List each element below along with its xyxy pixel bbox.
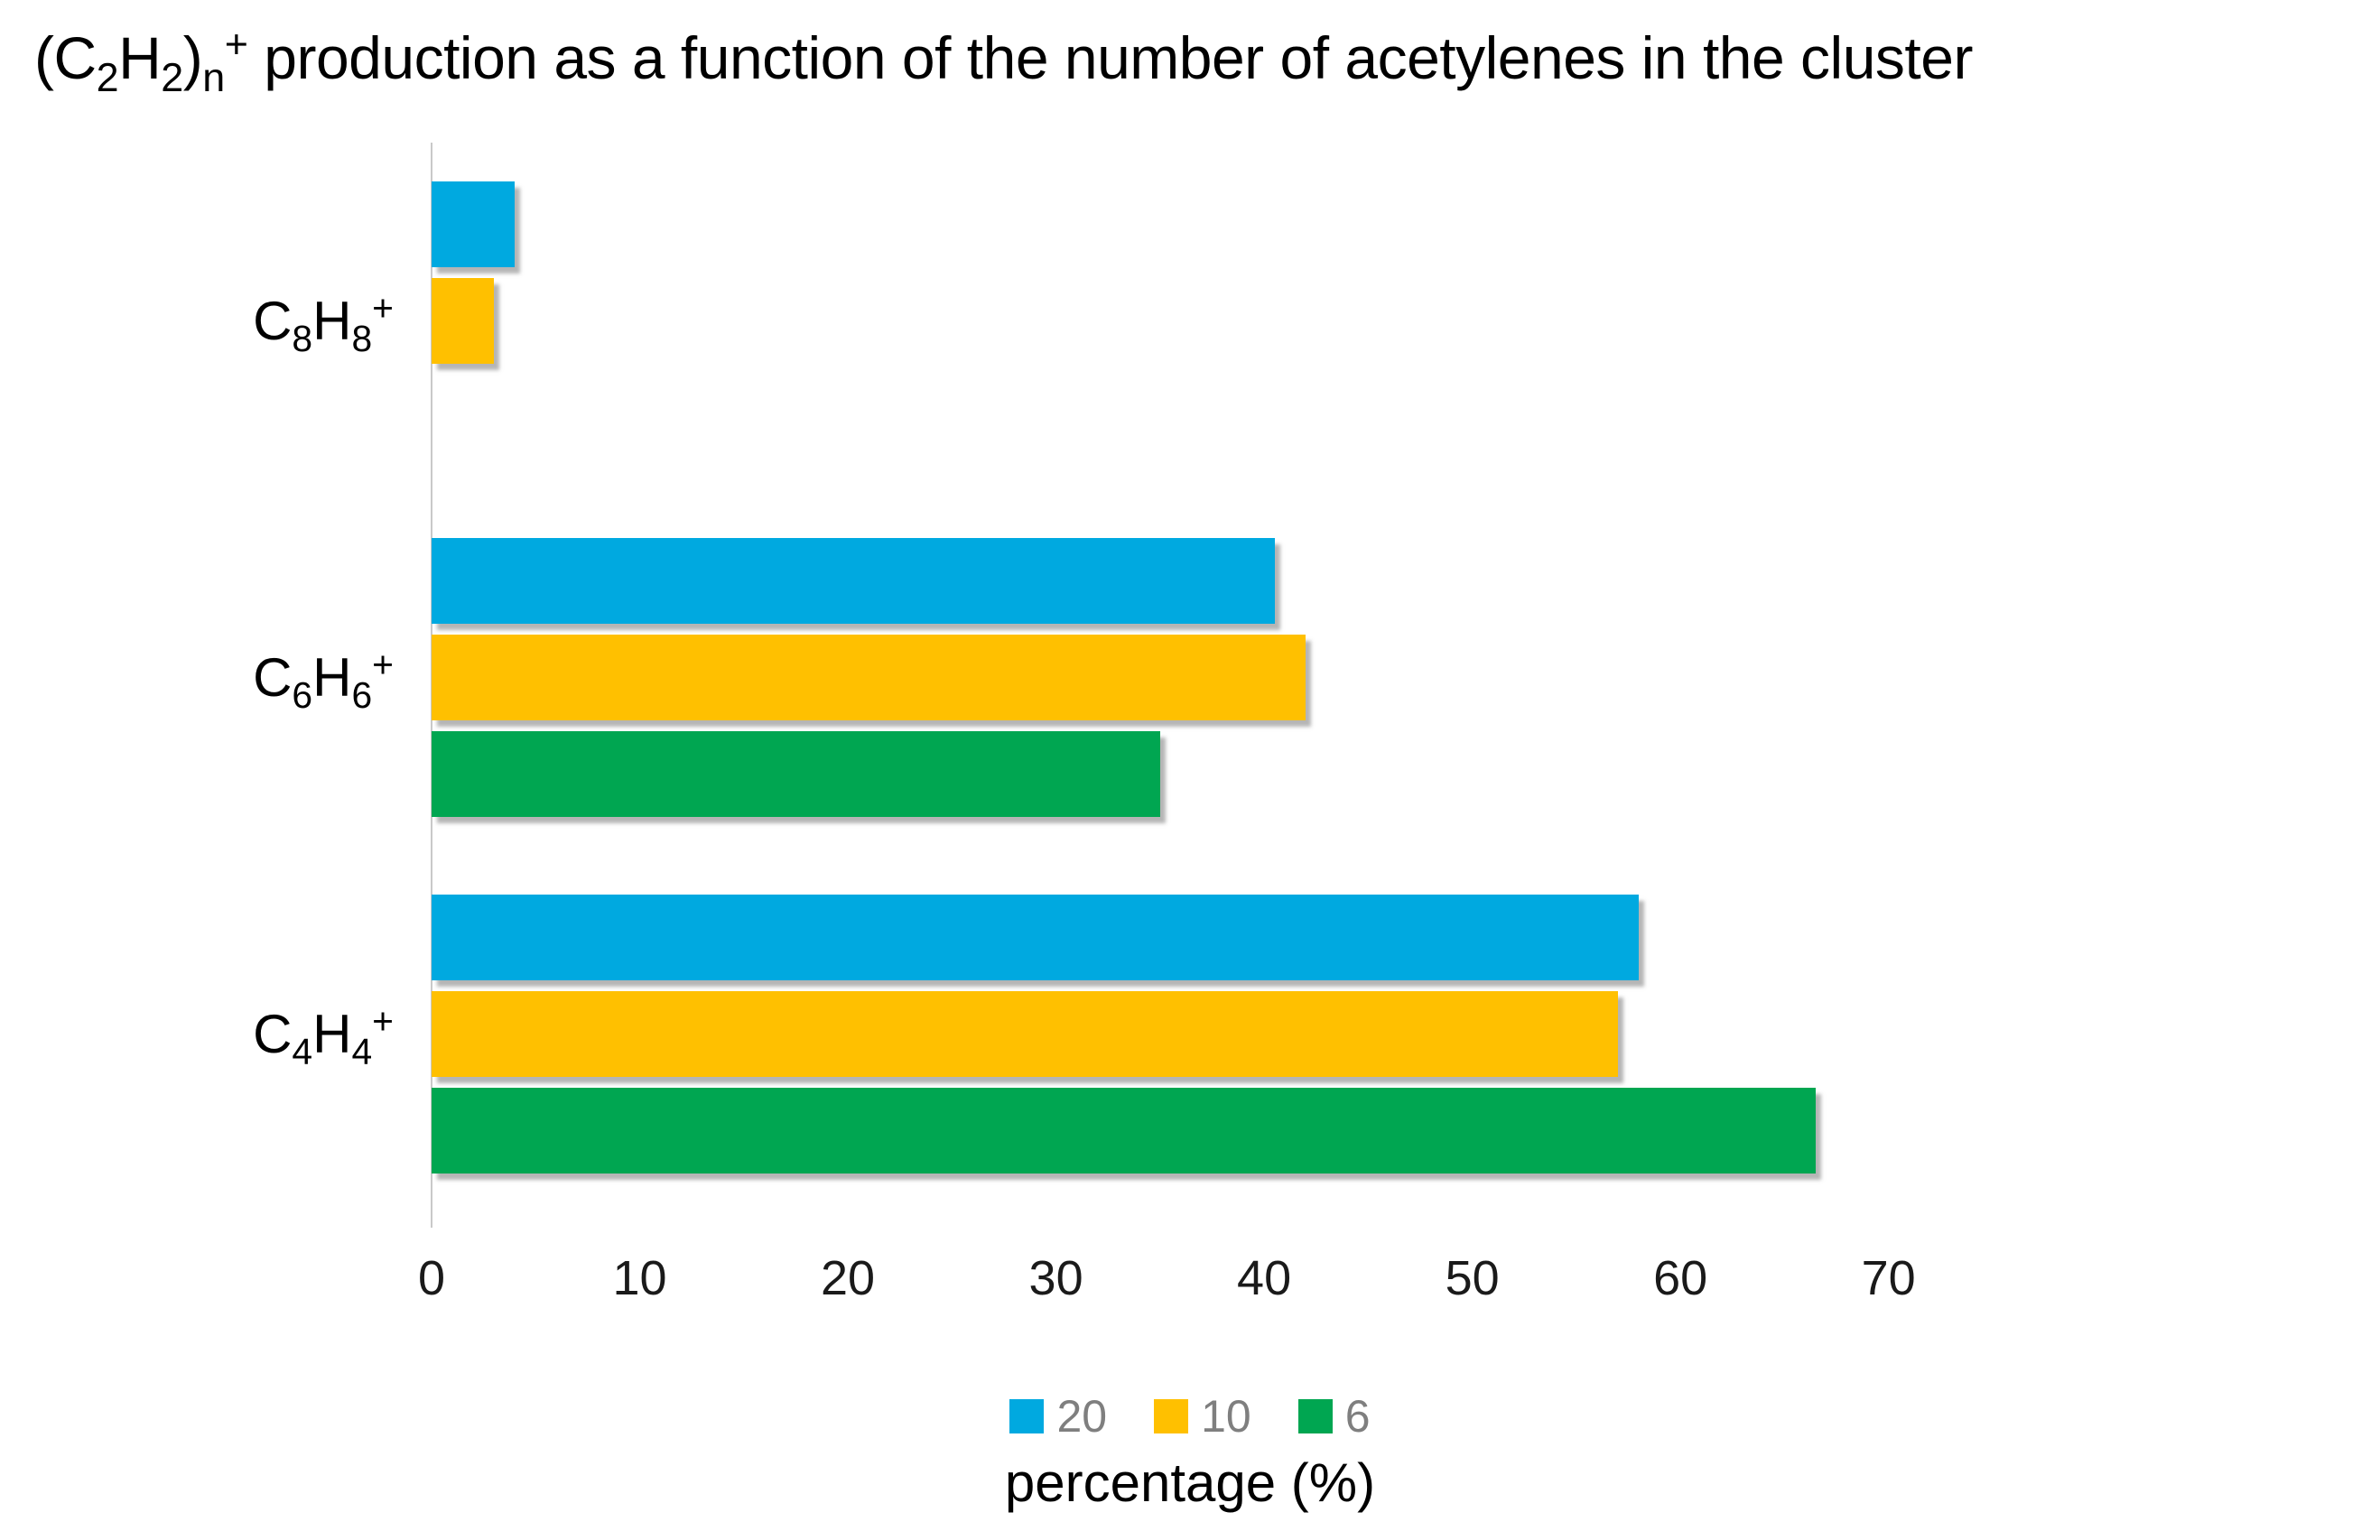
bar-slot	[432, 538, 2380, 624]
bar-slot	[432, 181, 2380, 267]
bar-C4H4-series-10	[432, 991, 1618, 1077]
x-tick-label: 10	[612, 1251, 667, 1305]
category-label: C4H4+	[253, 1000, 394, 1072]
x-tick-label: 70	[1861, 1251, 1916, 1305]
plot-area: C8H8+ C6H6+ C4H4+	[0, 143, 2380, 1212]
x-axis-ticks: 0 10 20 30 40 50 60 70	[418, 1250, 2013, 1305]
x-tick-label: 60	[1653, 1251, 1708, 1305]
category-label-cell: C8H8+	[0, 143, 432, 499]
bar-slot	[432, 731, 2380, 817]
bar-slot	[432, 1088, 2380, 1174]
category-group-C8H8: C8H8+	[0, 143, 2380, 499]
legend-item-10: 10	[1154, 1390, 1251, 1443]
chart-title: (C2H2)n+ production as a function of the…	[34, 21, 1973, 101]
category-group-C6H6: C6H6+	[0, 499, 2380, 856]
legend: 20 10 6	[0, 1390, 2380, 1443]
x-tick-label: 30	[1028, 1251, 1083, 1305]
category-group-C4H4: C4H4+	[0, 856, 2380, 1212]
bar-C4H4-series-6	[432, 1088, 1816, 1174]
bar-C6H6-series-10	[432, 635, 1306, 720]
bar-slot	[432, 991, 2380, 1077]
legend-swatch-10	[1154, 1399, 1189, 1433]
category-label: C6H6+	[253, 644, 394, 716]
bar-C8H8-series-10	[432, 278, 495, 364]
x-tick-label: 20	[821, 1251, 876, 1305]
legend-label: 10	[1201, 1391, 1251, 1442]
x-tick-label: 50	[1445, 1251, 1500, 1305]
legend-label: 6	[1344, 1391, 1371, 1442]
bars-C4H4	[432, 856, 2380, 1212]
category-label-cell: C6H6+	[0, 499, 432, 856]
bar-slot	[432, 895, 2380, 980]
bar-slot	[432, 635, 2380, 720]
legend-item-6: 6	[1297, 1390, 1371, 1443]
bar-C8H8-series-20	[432, 181, 516, 267]
legend-label: 20	[1056, 1391, 1108, 1442]
legend-swatch-6	[1297, 1399, 1333, 1433]
x-tick-label: 40	[1237, 1251, 1292, 1305]
bars-C6H6	[432, 499, 2380, 856]
category-label-cell: C4H4+	[0, 856, 432, 1212]
bars-C8H8	[432, 143, 2380, 499]
bar-slot	[432, 278, 2380, 364]
bar-C6H6-series-20	[432, 538, 1275, 624]
legend-swatch-20	[1009, 1399, 1045, 1433]
bar-C6H6-series-6	[432, 731, 1160, 817]
legend-item-20: 20	[1009, 1390, 1107, 1443]
x-tick-label: 0	[417, 1251, 446, 1305]
x-axis-title: percentage (%)	[1004, 1452, 1376, 1513]
bar-slot	[432, 375, 2380, 460]
bar-C4H4-series-20	[432, 895, 1640, 980]
category-label: C8H8+	[253, 287, 394, 359]
